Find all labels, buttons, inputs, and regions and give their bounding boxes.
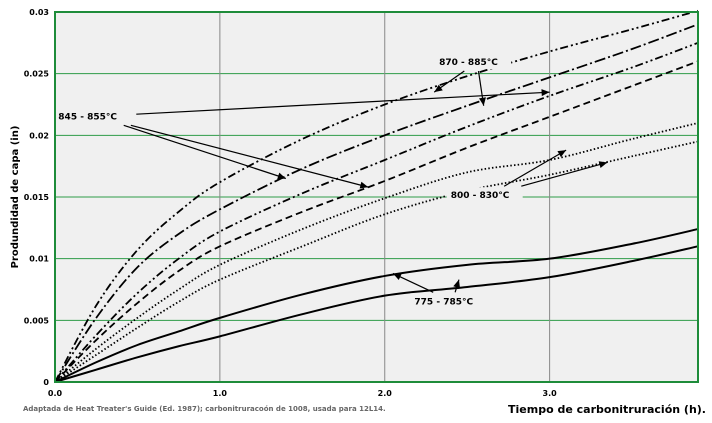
y-tick-label: 0.03 xyxy=(29,8,49,17)
x-axis-title: Tiempo de carbonitruración (h). xyxy=(508,403,706,416)
series-line-8 xyxy=(54,245,699,383)
annotation-arrowhead xyxy=(277,172,286,180)
annotation-arrow xyxy=(521,161,608,187)
y-tick-label: 0.005 xyxy=(24,316,50,325)
y-axis-title: Produndidad de capa (in) xyxy=(10,126,21,269)
series-line-4 xyxy=(54,60,699,383)
annotation-arrowhead xyxy=(434,84,443,93)
x-tick-label: 1.0 xyxy=(213,389,228,398)
annotation-arrowhead xyxy=(598,161,608,168)
annotation-arrow xyxy=(503,149,567,187)
series-line-7 xyxy=(54,228,699,383)
y-tick-label: 0 xyxy=(43,378,49,387)
annotation-label: 775 - 785°C xyxy=(414,297,473,307)
annotation-background xyxy=(54,108,131,124)
series-lines xyxy=(54,9,699,383)
annotation-arrowhead xyxy=(359,181,369,189)
annotation-arrowhead xyxy=(453,279,460,289)
plot-frame xyxy=(54,11,699,383)
series-line-5 xyxy=(54,122,699,383)
x-tick-label: 3.0 xyxy=(543,389,558,398)
annotation-background xyxy=(435,54,512,70)
grid xyxy=(55,12,698,382)
annotation-arrowhead xyxy=(557,150,567,158)
y-tick-label: 0.025 xyxy=(24,70,50,79)
annotation-arrowhead xyxy=(392,273,402,281)
annotation-arrow xyxy=(123,124,287,180)
annotation-label: 870 - 885°C xyxy=(439,58,498,68)
annotations: 870 - 885°C 845 - 855°C 800 - 830°C 775 - 7… xyxy=(54,54,608,309)
annotation-arrowhead xyxy=(479,97,486,106)
tick-labels: 0 0.005 0.01 0.015 0.02 0.025 0.03 0.0 1.0 2.0 3.0 xyxy=(24,8,557,398)
annotation-arrow xyxy=(136,91,550,115)
y-tick-label: 0.015 xyxy=(24,193,50,202)
series-line-3 xyxy=(54,41,699,383)
annotation-background xyxy=(410,293,487,309)
annotation-background xyxy=(446,187,523,203)
annotation-arrow xyxy=(130,124,369,188)
annotation-label: 800 - 830°C xyxy=(451,191,510,201)
annotation-arrowhead xyxy=(541,89,550,97)
series-line-2 xyxy=(54,23,699,383)
y-tick-label: 0.02 xyxy=(29,131,49,140)
x-tick-label: 0.0 xyxy=(48,389,63,398)
x-tick-label: 2.0 xyxy=(378,389,393,398)
y-tick-label: 0.01 xyxy=(29,255,49,264)
annotation-label: 845 - 855°C xyxy=(58,112,117,122)
source-note: Adaptada de Heat Treater's Guide (Ed. 19… xyxy=(23,405,386,413)
